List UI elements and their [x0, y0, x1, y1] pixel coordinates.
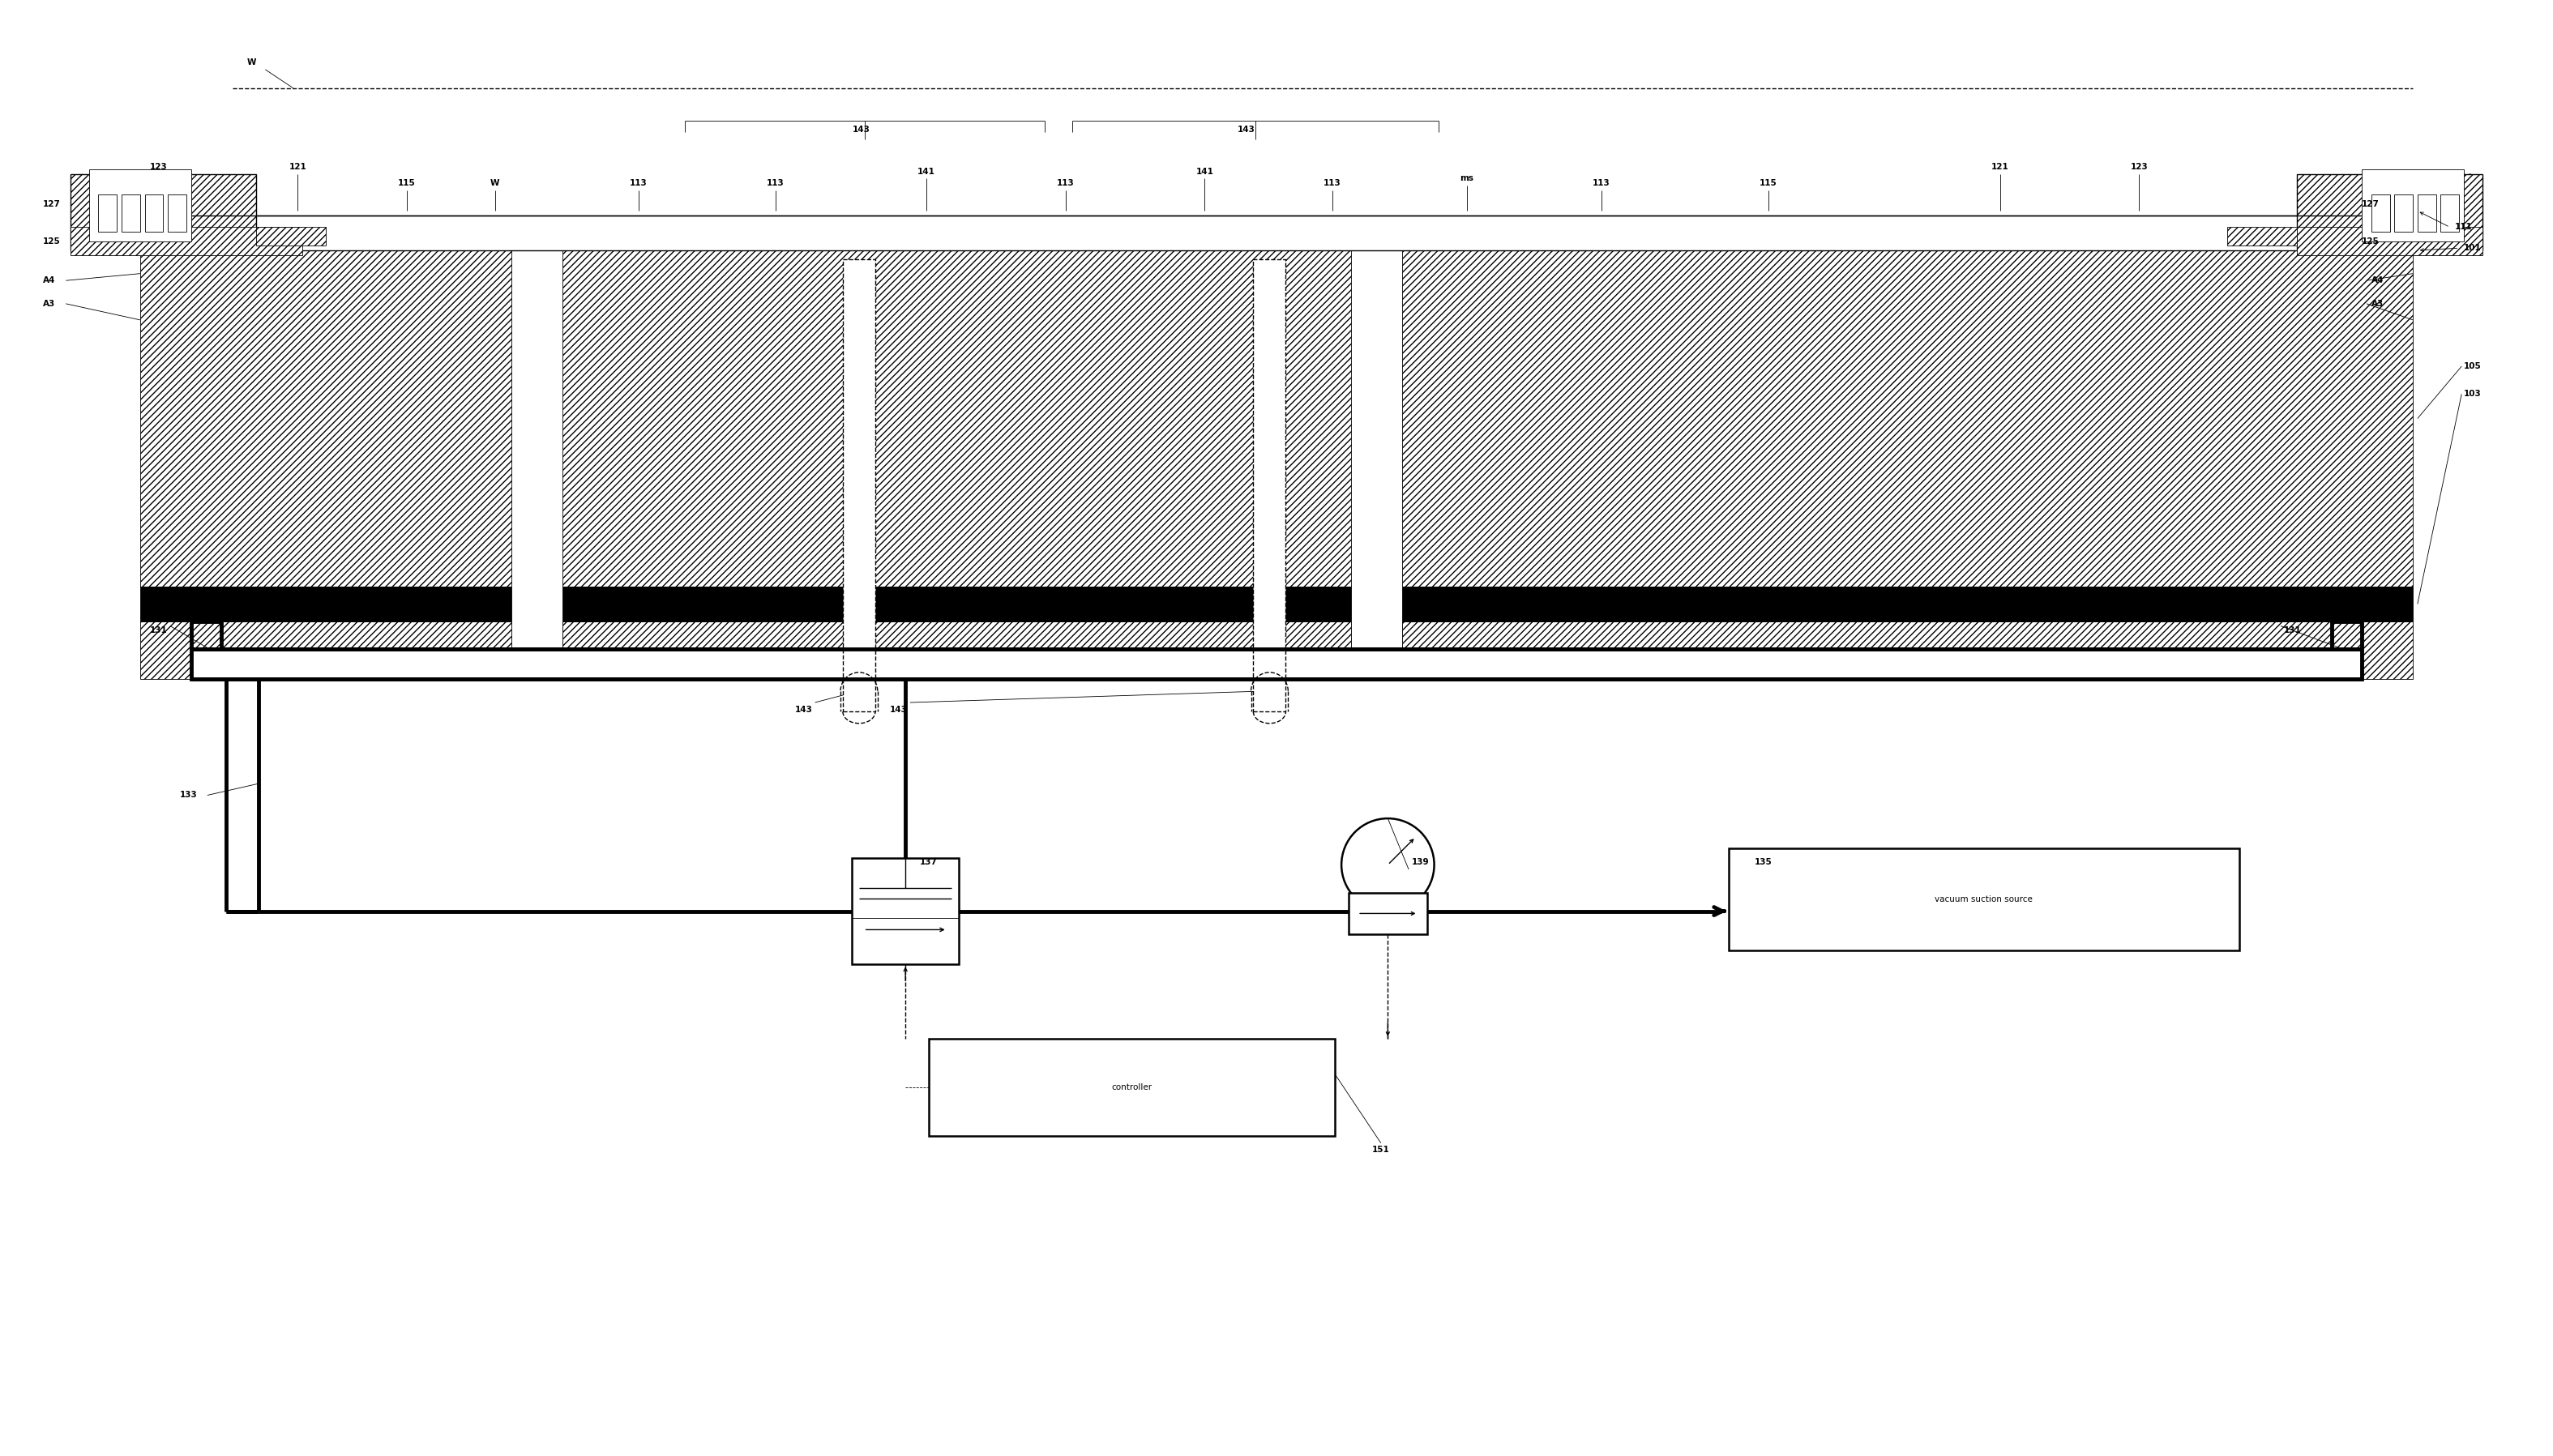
Bar — [89, 169, 191, 242]
Bar — [2395, 195, 2413, 232]
Bar — [123, 195, 140, 232]
Bar — [71, 227, 301, 255]
Bar — [562, 622, 1351, 680]
Text: 121: 121 — [1991, 163, 2009, 170]
Text: 105: 105 — [2464, 363, 2482, 370]
Text: 123: 123 — [151, 163, 168, 170]
Bar — [168, 195, 186, 232]
Bar — [2298, 173, 2482, 250]
Bar — [929, 1038, 1335, 1136]
Text: A4: A4 — [2372, 277, 2385, 284]
Text: 113: 113 — [631, 179, 648, 188]
Bar — [140, 250, 2413, 587]
Bar — [1728, 849, 2239, 951]
Bar — [100, 195, 117, 232]
Text: W: W — [490, 179, 500, 188]
Bar — [2362, 169, 2464, 242]
Text: 121: 121 — [288, 163, 306, 170]
Bar — [1402, 622, 2413, 680]
Text: A3: A3 — [2372, 300, 2385, 307]
Text: controller: controller — [1111, 1083, 1151, 1092]
Text: vacuum suction source: vacuum suction source — [1935, 895, 2032, 904]
Text: 115: 115 — [1759, 179, 1777, 188]
Text: 103: 103 — [2464, 390, 2482, 397]
Bar — [1351, 250, 1402, 680]
Text: A4: A4 — [43, 277, 56, 284]
Text: 113: 113 — [1322, 179, 1340, 188]
Text: 125: 125 — [43, 237, 61, 245]
Text: 115: 115 — [398, 179, 416, 188]
Text: 123: 123 — [2129, 163, 2147, 170]
Text: 141: 141 — [917, 167, 934, 176]
Text: 131: 131 — [2282, 626, 2300, 635]
Text: 143: 143 — [888, 705, 906, 713]
Text: ms: ms — [1460, 175, 1473, 182]
Text: 143: 143 — [853, 125, 871, 134]
Bar — [140, 215, 2413, 250]
Bar — [1254, 259, 1287, 712]
Text: A3: A3 — [43, 300, 56, 307]
Text: 113: 113 — [766, 179, 784, 188]
Bar — [1348, 893, 1427, 935]
Text: 151: 151 — [1371, 1146, 1389, 1155]
Bar — [2372, 195, 2390, 232]
Bar — [140, 622, 511, 680]
Text: 137: 137 — [919, 859, 937, 866]
Bar — [140, 587, 2413, 622]
Text: 141: 141 — [1195, 167, 1213, 176]
Bar — [2418, 195, 2436, 232]
Text: 143: 143 — [1238, 125, 1256, 134]
Text: 101: 101 — [2464, 245, 2482, 252]
Text: 111: 111 — [2453, 223, 2471, 232]
Bar — [146, 195, 163, 232]
Bar — [2226, 227, 2298, 246]
Bar — [255, 227, 327, 246]
Text: 143: 143 — [794, 705, 812, 713]
Bar — [842, 259, 876, 712]
Bar — [853, 858, 960, 964]
Text: 125: 125 — [2362, 237, 2379, 245]
Bar — [71, 173, 255, 250]
Text: 135: 135 — [1754, 859, 1772, 866]
Text: 113: 113 — [1593, 179, 1611, 188]
Bar — [2441, 195, 2459, 232]
Text: 133: 133 — [181, 791, 197, 799]
Text: W: W — [248, 58, 255, 67]
Bar — [2298, 227, 2482, 255]
Text: 139: 139 — [1412, 859, 1430, 866]
Text: 131: 131 — [151, 626, 168, 635]
Text: 127: 127 — [2362, 199, 2379, 208]
Bar — [191, 649, 2362, 680]
Text: 127: 127 — [43, 199, 61, 208]
Bar — [511, 250, 562, 680]
Text: 113: 113 — [1057, 179, 1075, 188]
